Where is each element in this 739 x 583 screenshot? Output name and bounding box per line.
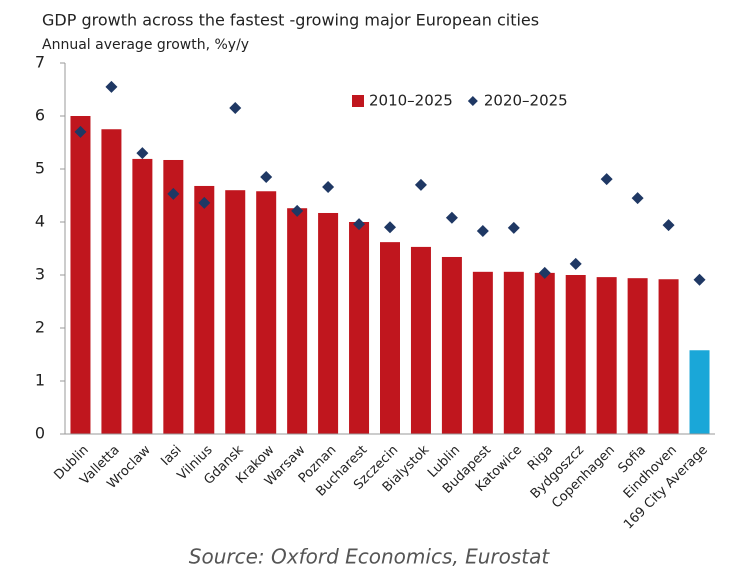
- diamond-marker: [507, 221, 520, 234]
- diamond-marker: [600, 173, 613, 186]
- diamond-marker: [229, 102, 242, 115]
- bar: [441, 256, 462, 434]
- bar: [132, 158, 153, 434]
- diamond-marker: [198, 196, 211, 209]
- diamond-marker: [291, 204, 304, 217]
- diamond-marker: [445, 211, 458, 224]
- y-tick-label: 7: [35, 53, 45, 72]
- bar: [225, 190, 246, 434]
- diamond-marker: [353, 218, 366, 231]
- y-tick-label: 6: [35, 106, 45, 125]
- diamond-marker: [476, 225, 489, 238]
- bar: [689, 350, 710, 434]
- bar: [194, 185, 215, 434]
- diamond-marker: [538, 266, 551, 279]
- bar: [627, 278, 648, 434]
- bar: [70, 116, 91, 434]
- diamond-marker: [322, 181, 335, 194]
- bar: [472, 271, 493, 434]
- bar: [503, 271, 524, 434]
- diamond-marker: [74, 125, 87, 138]
- bar: [318, 212, 339, 434]
- bar: [163, 159, 184, 435]
- bar: [256, 191, 277, 434]
- diamond-marker: [414, 178, 427, 191]
- legend-label: 2010–2025: [369, 92, 453, 110]
- chart-subtitle: Annual average growth, %y/y: [42, 37, 249, 53]
- chart-title: GDP growth across the fastest -growing m…: [42, 11, 539, 30]
- bar: [596, 277, 617, 434]
- y-tick-label: 2: [35, 318, 45, 337]
- x-tick-label: Iasi: [158, 443, 184, 469]
- legend-label: 2020–2025: [484, 92, 568, 110]
- bar: [658, 279, 679, 434]
- diamond-marker: [693, 273, 706, 286]
- bar: [349, 222, 370, 434]
- diamond-marker: [105, 80, 118, 93]
- diamond-marker: [631, 192, 644, 205]
- source: Source: Oxford Economics, Eurostat: [189, 545, 551, 569]
- diamond-marker: [384, 221, 396, 234]
- bar: [101, 129, 122, 434]
- legend-swatch: [352, 95, 364, 107]
- diamond-marker: [167, 187, 180, 200]
- bar: [534, 272, 555, 434]
- y-tick-label: 1: [35, 371, 45, 390]
- bar: [287, 208, 308, 434]
- diamond-marker: [662, 219, 675, 232]
- y-tick-label: 3: [35, 265, 45, 284]
- bar: [380, 242, 400, 434]
- diamond-marker: [136, 147, 149, 160]
- legend-swatch: [467, 96, 478, 106]
- bar: [410, 246, 431, 434]
- y-tick-label: 4: [35, 212, 45, 231]
- diamond-marker: [569, 257, 582, 270]
- bar: [565, 275, 586, 434]
- y-tick-label: 5: [35, 159, 45, 178]
- y-tick-label: 0: [35, 424, 45, 443]
- diamond-marker: [260, 170, 273, 183]
